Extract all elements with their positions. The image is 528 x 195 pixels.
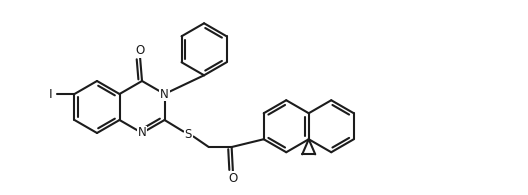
Text: N: N [138,127,146,139]
Text: I: I [49,88,52,100]
Text: N: N [160,88,169,100]
Text: O: O [135,43,145,57]
Text: O: O [228,172,238,185]
Text: S: S [185,128,192,141]
